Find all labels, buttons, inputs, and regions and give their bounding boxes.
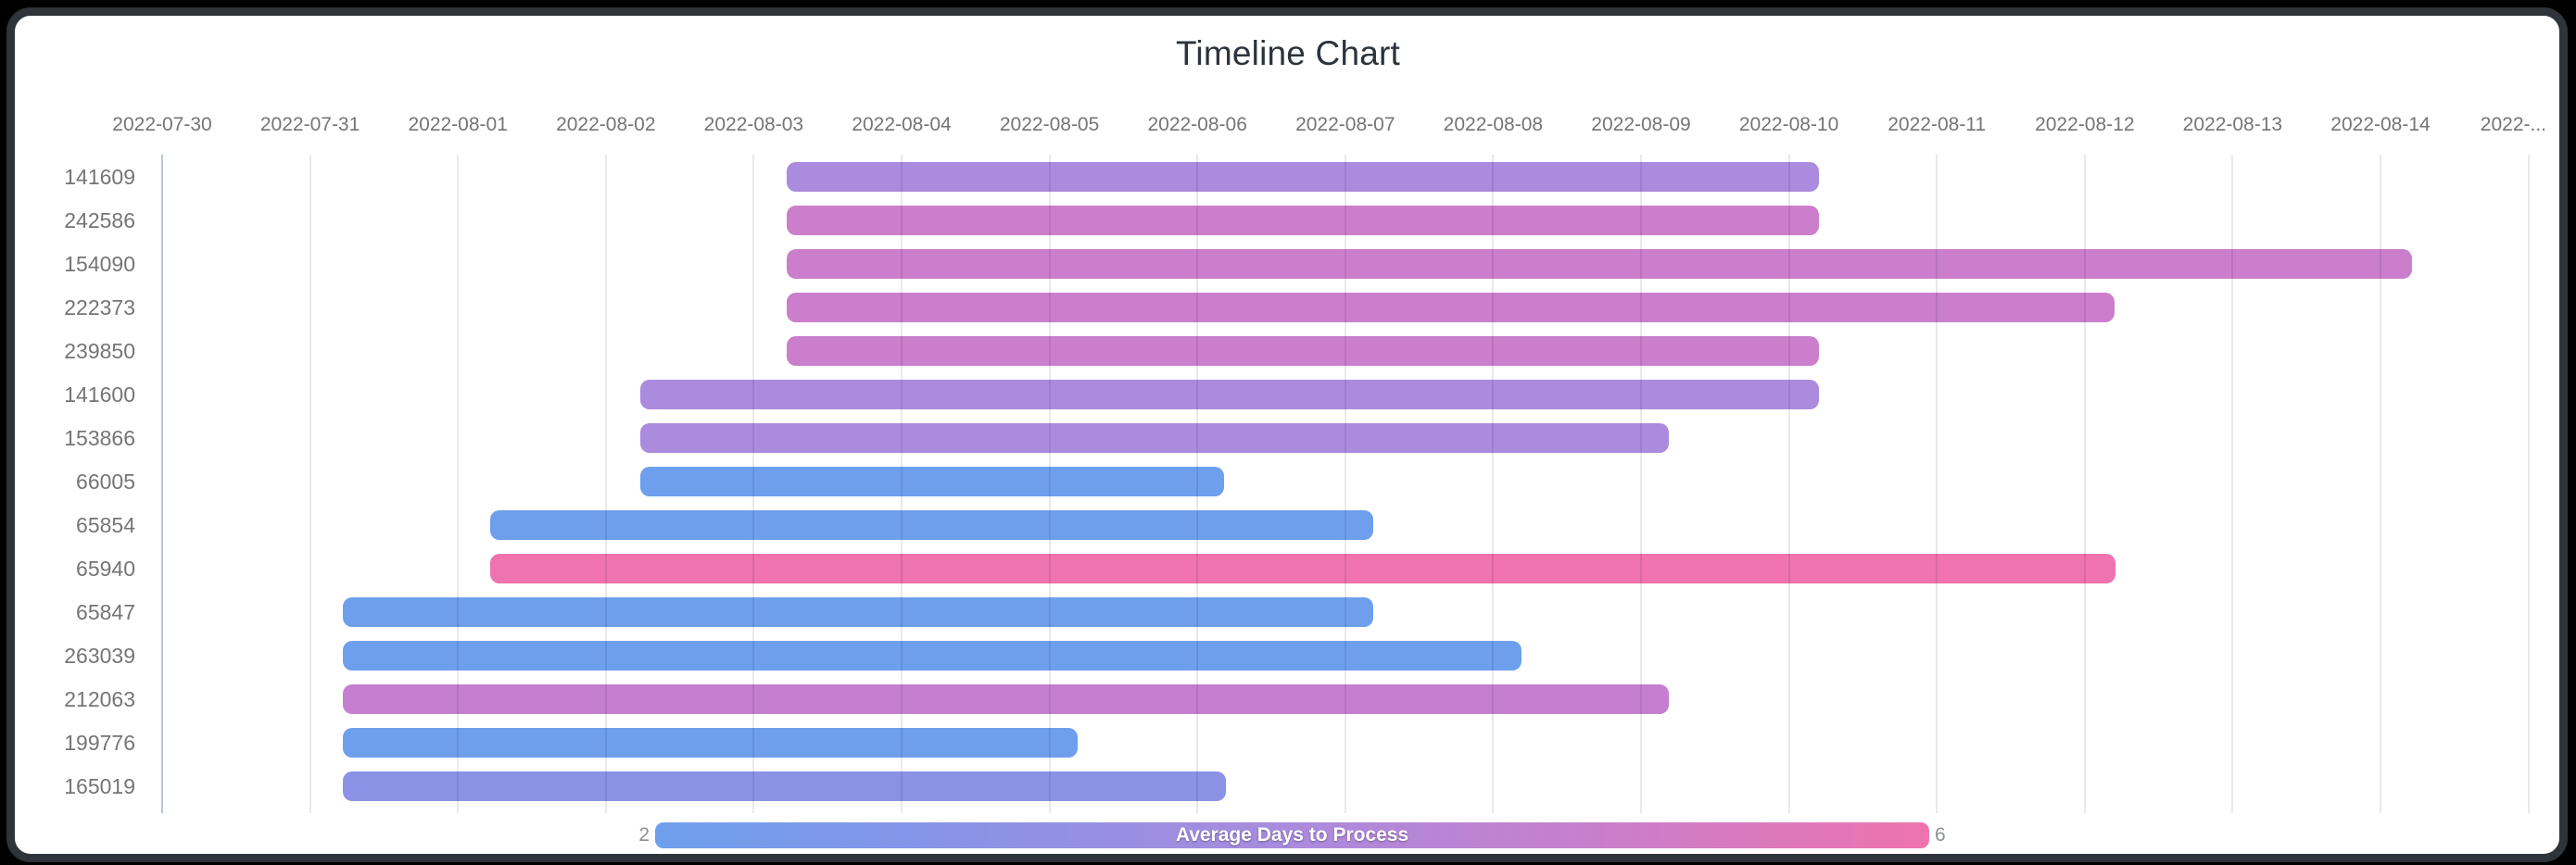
gridline: [901, 155, 903, 813]
timeline-bar[interactable]: [490, 554, 2116, 583]
timeline-bar[interactable]: [786, 249, 2412, 279]
timeline-bar[interactable]: [490, 510, 1374, 540]
timeline-bar[interactable]: [786, 336, 1819, 366]
row-label: 199776: [64, 731, 135, 755]
x-axis-label: 2022-08-04: [852, 114, 952, 135]
timeline-bar[interactable]: [342, 728, 1078, 758]
x-axis-label: 2022-08-05: [999, 114, 1100, 135]
gridline: [1344, 155, 1346, 813]
gridline: [1196, 155, 1199, 813]
timeline-bar[interactable]: [786, 206, 1819, 235]
chart-title: Timeline Chart: [1176, 34, 1400, 72]
x-axis-label: 2022-08-02: [556, 114, 656, 135]
timeline-bar[interactable]: [342, 771, 1226, 801]
baseline-gridline: [161, 155, 163, 813]
gridline: [309, 155, 311, 813]
row-label: 222373: [64, 295, 135, 320]
x-axis-label: 2022-08-12: [2035, 114, 2135, 135]
legend-max-label: 6: [1935, 824, 1946, 846]
row-label: 239850: [64, 339, 135, 363]
timeline-bar[interactable]: [786, 293, 2115, 322]
x-axis-label: 2022-07-30: [112, 114, 212, 135]
x-axis-label: 2022-08-08: [1443, 114, 1544, 135]
x-axis-label: 2022-08-06: [1147, 114, 1247, 135]
x-axis-label: 2022-08-07: [1295, 114, 1395, 135]
gridline: [2231, 155, 2234, 813]
x-axis-label: 2022-08-09: [1591, 114, 1691, 135]
gridline: [1048, 155, 1051, 813]
gridline: [752, 155, 755, 813]
timeline-bar[interactable]: [342, 597, 1374, 627]
timeline-bar[interactable]: [342, 684, 1670, 714]
gridline: [604, 155, 607, 813]
gridline: [2083, 155, 2086, 813]
row-label: 66005: [76, 470, 135, 494]
row-label: 141609: [64, 165, 135, 189]
legend-gradient-bar: Average Days to Process: [655, 822, 1929, 848]
x-axis-label: 2022-08-03: [703, 114, 804, 135]
timeline-bar[interactable]: [639, 380, 1819, 409]
gridline: [1492, 155, 1495, 813]
row-label: 65940: [76, 557, 135, 581]
x-axis-label: 2022-08-13: [2182, 114, 2283, 135]
row-label: 65854: [76, 513, 135, 537]
legend-min-label: 2: [638, 824, 650, 846]
timeline-bar[interactable]: [786, 162, 1819, 192]
timeline-bar[interactable]: [639, 467, 1224, 496]
row-label: 141600: [64, 382, 135, 407]
row-label: 165019: [64, 774, 135, 798]
gridline: [1787, 155, 1790, 813]
gridline: [1640, 155, 1642, 813]
x-axis-label: 2022-08-01: [408, 114, 508, 135]
row-label: 263039: [64, 644, 135, 668]
gridline: [1936, 155, 1938, 813]
gridline: [457, 155, 460, 813]
gridline: [2380, 155, 2381, 813]
row-label: 65847: [76, 600, 135, 624]
x-axis-label: 2022-08-10: [1738, 114, 1839, 135]
x-axis-label: 2022-...: [2480, 114, 2546, 135]
legend-title: Average Days to Process: [1175, 824, 1409, 846]
row-label: 153866: [64, 426, 135, 450]
x-axis-label: 2022-08-11: [1888, 114, 1987, 135]
row-label: 242586: [64, 208, 135, 232]
row-label: 154090: [64, 252, 135, 276]
x-axis-label: 2022-07-31: [259, 114, 360, 135]
timeline-bar[interactable]: [342, 641, 1522, 671]
row-label: 212063: [64, 687, 135, 711]
timeline-bar[interactable]: [639, 423, 1670, 453]
x-axis-label: 2022-08-14: [2330, 114, 2431, 135]
gridline: [2527, 155, 2530, 813]
